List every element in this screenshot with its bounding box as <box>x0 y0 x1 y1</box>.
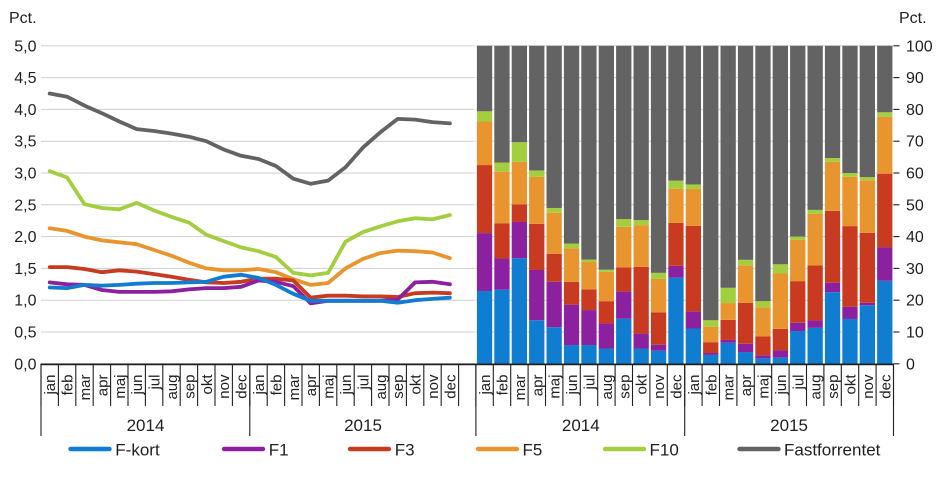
svg-text:mar: mar <box>721 375 738 401</box>
svg-text:apr: apr <box>303 375 320 397</box>
svg-text:jul: jul <box>147 375 164 391</box>
svg-text:90: 90 <box>906 70 924 87</box>
svg-text:3,0: 3,0 <box>14 166 36 183</box>
svg-text:jan: jan <box>686 375 703 396</box>
svg-text:jul: jul <box>790 375 807 391</box>
svg-text:jun: jun <box>129 375 146 396</box>
svg-text:30: 30 <box>906 261 924 278</box>
svg-text:apr: apr <box>738 375 755 397</box>
svg-text:maj: maj <box>756 375 773 399</box>
svg-text:80: 80 <box>906 102 924 119</box>
svg-text:2,0: 2,0 <box>14 229 36 246</box>
svg-text:40: 40 <box>906 229 924 246</box>
svg-text:20: 20 <box>906 293 924 310</box>
svg-text:nov: nov <box>651 374 668 399</box>
svg-text:mar: mar <box>286 375 303 401</box>
svg-text:0,5: 0,5 <box>14 325 36 342</box>
svg-text:okt: okt <box>408 374 425 395</box>
svg-text:sep: sep <box>181 375 198 399</box>
svg-text:aug: aug <box>599 375 616 400</box>
svg-text:aug: aug <box>164 375 181 400</box>
svg-text:feb: feb <box>268 375 285 396</box>
svg-text:maj: maj <box>112 375 129 399</box>
svg-text:3,5: 3,5 <box>14 134 36 151</box>
svg-text:sep: sep <box>616 375 633 399</box>
svg-text:2015: 2015 <box>770 416 808 435</box>
svg-text:2,5: 2,5 <box>14 197 36 214</box>
svg-text:4,5: 4,5 <box>14 70 36 87</box>
svg-text:apr: apr <box>529 375 546 397</box>
svg-text:2014: 2014 <box>562 416 600 435</box>
svg-text:feb: feb <box>495 375 512 396</box>
svg-text:2015: 2015 <box>344 416 382 435</box>
svg-text:60: 60 <box>906 166 924 183</box>
svg-text:1,5: 1,5 <box>14 261 36 278</box>
svg-text:0: 0 <box>906 356 915 373</box>
svg-text:jul: jul <box>582 375 599 391</box>
svg-text:50: 50 <box>906 197 924 214</box>
svg-text:jul: jul <box>355 375 372 391</box>
svg-text:mar: mar <box>512 375 529 401</box>
svg-text:okt: okt <box>199 374 216 395</box>
svg-text:100: 100 <box>906 38 933 55</box>
svg-text:10: 10 <box>906 325 924 342</box>
svg-text:4,0: 4,0 <box>14 102 36 119</box>
svg-text:jun: jun <box>564 375 581 396</box>
svg-text:jun: jun <box>773 375 790 396</box>
svg-text:Fastforrentet: Fastforrentet <box>784 441 881 460</box>
svg-text:feb: feb <box>703 375 720 396</box>
svg-text:dec: dec <box>877 374 894 399</box>
svg-text:F5: F5 <box>523 441 543 460</box>
svg-text:sep: sep <box>825 375 842 399</box>
svg-text:Pct.: Pct. <box>899 10 927 27</box>
svg-text:okt: okt <box>843 374 860 395</box>
svg-text:jan: jan <box>251 375 268 396</box>
svg-text:nov: nov <box>860 374 877 399</box>
svg-text:5,0: 5,0 <box>14 38 36 55</box>
svg-text:nov: nov <box>425 374 442 399</box>
svg-text:dec: dec <box>234 374 251 399</box>
svg-text:maj: maj <box>547 375 564 399</box>
svg-text:2014: 2014 <box>127 416 165 435</box>
svg-text:jan: jan <box>477 375 494 396</box>
svg-text:F-kort: F-kort <box>115 441 160 460</box>
svg-text:1,0: 1,0 <box>14 293 36 310</box>
svg-text:70: 70 <box>906 134 924 151</box>
svg-text:apr: apr <box>94 375 111 397</box>
svg-text:aug: aug <box>373 375 390 400</box>
svg-text:jun: jun <box>338 375 355 396</box>
svg-text:jan: jan <box>42 375 59 396</box>
svg-text:maj: maj <box>321 375 338 399</box>
svg-text:nov: nov <box>216 374 233 399</box>
svg-text:feb: feb <box>60 375 77 396</box>
svg-text:F1: F1 <box>269 441 289 460</box>
svg-text:dec: dec <box>669 374 686 399</box>
svg-text:sep: sep <box>390 375 407 399</box>
svg-text:dec: dec <box>442 374 459 399</box>
svg-text:mar: mar <box>77 375 94 401</box>
svg-text:0,0: 0,0 <box>14 356 36 373</box>
svg-text:Pct.: Pct. <box>9 10 37 27</box>
svg-text:F3: F3 <box>395 441 415 460</box>
svg-text:aug: aug <box>808 375 825 400</box>
svg-text:okt: okt <box>634 374 651 395</box>
svg-text:F10: F10 <box>650 441 679 460</box>
